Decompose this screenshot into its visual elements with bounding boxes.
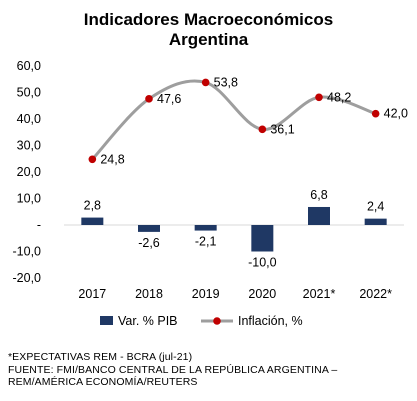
inflation-data-label: 42,0	[384, 107, 408, 121]
y-tick-label: 50,0	[17, 86, 41, 100]
note-source-line-2: REM/AMÉRICA ECONOMÍA/REUTERS	[8, 376, 198, 388]
inflation-data-label: 24,8	[100, 152, 124, 166]
inflation-data-label: 53,8	[214, 75, 238, 89]
bar-pib	[81, 217, 104, 225]
legend-pib-label: Var. % PIB	[118, 314, 178, 328]
legend-pib-swatch	[100, 316, 113, 325]
inflation-marker	[315, 93, 323, 102]
inflation-marker	[371, 109, 380, 118]
bar-pib	[308, 206, 330, 225]
y-tick-label: -10,0	[13, 245, 42, 259]
chart-title-line-1: Indicadores Macroeconómicos	[83, 10, 334, 29]
bar-pib	[138, 225, 160, 232]
bar-data-label: 2,4	[367, 200, 384, 214]
y-tick-label: 30,0	[17, 139, 41, 153]
y-tick-label: 10,0	[17, 192, 41, 206]
chart-plot: 60,0 50,0 40,0 30,0 20,0 10,0 - -10,0 -20,0 2,8 -2…	[13, 59, 409, 328]
x-category-label: 2021*	[303, 287, 336, 301]
inflation-data-label: 36,1	[270, 122, 294, 136]
y-tick-label: 20,0	[17, 165, 41, 179]
source-notes: *EXPECTATIVAS REM - BCRA (jul-21) FUENTE…	[8, 351, 337, 389]
x-category-label: 2019	[192, 287, 220, 301]
bar-data-label: 6,8	[310, 188, 327, 202]
legend-inflation-label: Inflación, %	[238, 314, 303, 328]
chart-title-line-2: Argentina	[168, 30, 249, 49]
y-tick-label: 40,0	[17, 112, 41, 126]
bar-data-label: -10,0	[248, 256, 277, 270]
x-category-label: 2018	[135, 287, 163, 301]
bar-data-label: 2,8	[84, 199, 101, 213]
y-tick-label: 60,0	[17, 59, 41, 73]
inflation-marker	[258, 125, 267, 134]
bar-pib	[251, 225, 274, 252]
y-tick-label: -	[37, 218, 41, 232]
note-source-line-1: FUENTE: FMI/BANCO CENTRAL DE LA REPÚBLIC…	[8, 363, 338, 376]
bar-pib	[194, 225, 217, 231]
chart-title: Indicadores Macroeconómicos Argentina	[0, 10, 417, 50]
bar-pib	[364, 218, 387, 225]
inflation-marker	[201, 78, 210, 87]
inflation-marker	[88, 155, 97, 164]
inflation-marker	[145, 95, 153, 103]
note-expectations: *EXPECTATIVAS REM - BCRA (jul-21)	[8, 351, 193, 363]
x-category-label: 2022*	[359, 287, 392, 301]
bar-data-label: -2,1	[195, 235, 217, 249]
bar-data-label: -2,6	[138, 236, 160, 250]
inflation-data-label: 47,6	[157, 92, 181, 106]
inflation-data-label: 48,2	[327, 90, 351, 104]
x-category-label: 2020	[248, 287, 276, 301]
legend-inflation-marker	[213, 317, 221, 325]
x-category-label: 2017	[78, 287, 106, 301]
y-tick-label: -20,0	[13, 271, 42, 285]
